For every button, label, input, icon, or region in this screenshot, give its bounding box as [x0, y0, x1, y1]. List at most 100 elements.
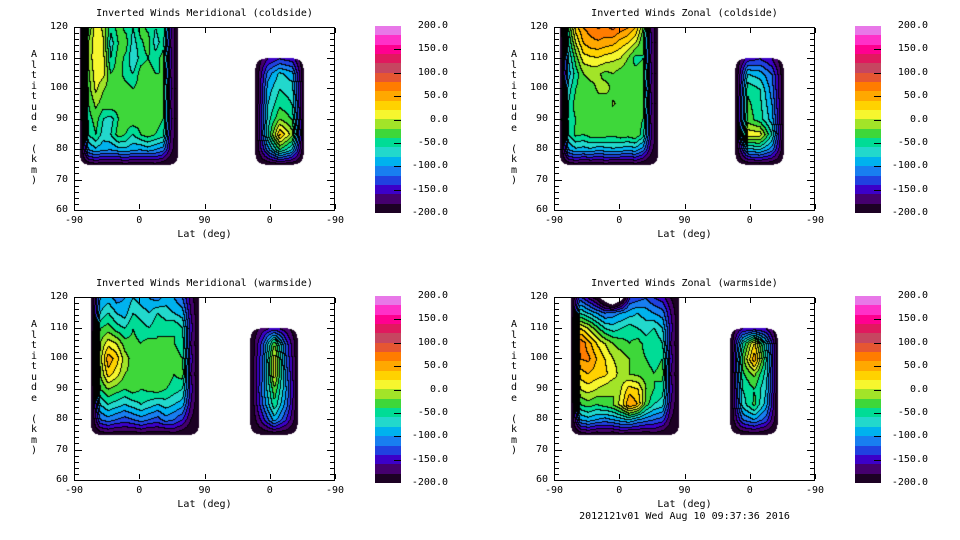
y-tick-mark: [327, 57, 334, 59]
y-tick-mark: [330, 455, 334, 457]
x-tick-label: -90: [544, 215, 564, 226]
x-tick-mark: [74, 28, 75, 33]
y-tick-mark: [330, 351, 334, 353]
x-tick-mark: [815, 28, 816, 33]
y-tick-mark: [75, 210, 82, 211]
y-tick-mark: [555, 382, 559, 384]
y-tick-label: 70: [535, 443, 548, 455]
y-tick-mark: [555, 94, 559, 96]
y-tick-mark: [555, 75, 559, 77]
colorbar-band: [375, 91, 401, 101]
x-tick-label: -90: [805, 485, 825, 496]
x-tick-mark: [554, 298, 555, 303]
y-tick-mark: [555, 173, 559, 175]
colorbar-band: [855, 184, 881, 195]
y-tick-mark: [555, 467, 559, 469]
x-tick-mark: [684, 298, 686, 303]
colorbar-tick-mark: [394, 389, 401, 391]
y-tick-mark: [75, 149, 82, 150]
plot-frame: [554, 27, 815, 211]
y-tick-mark: [555, 167, 559, 169]
y-tick-mark: [75, 351, 79, 353]
colorbar-tick-label: 100.0: [897, 66, 928, 78]
y-tick-mark: [330, 69, 334, 71]
y-tick-mark: [810, 69, 814, 71]
x-tick-label: -90: [64, 215, 84, 226]
y-tick-mark: [810, 191, 814, 193]
y-tick-mark: [75, 315, 79, 317]
plot-title: Inverted Winds Zonal (warmside): [591, 278, 778, 289]
y-tick-label: 120: [49, 21, 68, 32]
y-tick-mark: [75, 358, 82, 359]
y-tick-mark: [75, 118, 82, 120]
colorbar-band: [855, 128, 881, 139]
colorbar-band: [375, 184, 401, 195]
y-tick-label: 90: [55, 382, 68, 394]
y-tick-mark: [810, 339, 814, 341]
y-tick-mark: [327, 149, 334, 150]
y-tick-mark: [75, 155, 79, 157]
x-tick-mark: [269, 28, 271, 33]
y-tick-mark: [807, 480, 814, 481]
x-tick-mark: [554, 204, 555, 209]
y-tick-mark: [75, 63, 79, 65]
y-tick-mark: [807, 449, 814, 451]
y-tick-mark: [330, 443, 334, 445]
colorbar-tick-label: -100.0: [891, 160, 928, 172]
x-tick-label: 0: [266, 485, 273, 496]
colorbar-band: [375, 166, 401, 176]
y-tick-mark: [327, 480, 334, 481]
y-tick-mark: [810, 197, 814, 199]
colorbar-band: [375, 361, 401, 371]
colorbar-band: [855, 72, 881, 83]
y-tick-mark: [810, 461, 814, 463]
colorbar-band: [375, 147, 401, 157]
colorbar-tick-label: 50.0: [423, 90, 448, 102]
y-tick-mark: [555, 136, 559, 138]
colorbar-tick-mark: [394, 366, 401, 368]
y-tick-mark: [810, 345, 814, 347]
y-tick-mark: [810, 394, 814, 396]
y-tick-mark: [555, 63, 559, 65]
y-tick-mark: [75, 106, 79, 108]
y-tick-mark: [810, 100, 814, 102]
timestamp-footer: 2012121v01 Wed Aug 10 09:37:36 2016: [579, 511, 790, 522]
y-tick-mark: [807, 88, 814, 89]
x-tick-mark: [684, 28, 686, 33]
y-tick-label: 90: [535, 112, 548, 124]
y-tick-mark: [330, 63, 334, 65]
x-tick-mark: [204, 298, 206, 303]
x-tick-mark: [749, 474, 751, 479]
y-tick-mark: [330, 173, 334, 175]
colorbar-tick-label: -200.0: [411, 477, 448, 488]
y-tick-mark: [555, 197, 559, 199]
y-tick-mark: [75, 167, 79, 169]
y-tick-mark: [555, 315, 559, 317]
colorbar-tick-label: 200.0: [897, 290, 928, 301]
x-tick-mark: [269, 298, 271, 303]
colorbar-band: [855, 314, 881, 325]
y-tick-mark: [330, 112, 334, 114]
y-tick-label: 80: [535, 413, 548, 424]
plot-title: Inverted Winds Meridional (warmside): [96, 278, 313, 289]
colorbar-tick-mark: [394, 72, 401, 74]
colorbar-tick-mark: [394, 459, 401, 461]
y-tick-mark: [327, 419, 334, 420]
colorbar-tick-mark: [874, 319, 881, 321]
y-tick-mark: [807, 297, 814, 298]
colorbar-band: [375, 342, 401, 353]
y-tick-mark: [555, 309, 559, 311]
y-tick-mark: [810, 400, 814, 402]
colorbar-band: [855, 203, 881, 213]
y-tick-label: 120: [529, 291, 548, 302]
x-tick-label: 90: [678, 215, 691, 226]
y-tick-mark: [330, 339, 334, 341]
panel-meridional-warmside: Inverted Winds Meridional (warmside) A l…: [0, 270, 480, 540]
y-tick-mark: [810, 142, 814, 144]
colorbar-tick-label: 0.0: [909, 113, 928, 125]
x-tick-label: -90: [325, 485, 345, 496]
y-tick-label: 60: [535, 204, 548, 215]
colorbar-band: [375, 417, 401, 427]
y-tick-mark: [330, 406, 334, 408]
y-tick-mark: [810, 351, 814, 353]
